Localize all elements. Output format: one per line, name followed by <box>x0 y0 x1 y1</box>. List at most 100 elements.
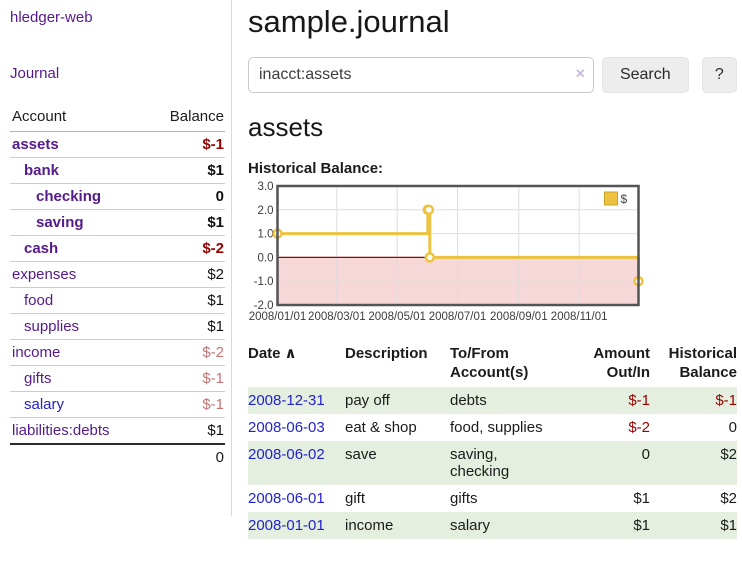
transaction-row: 2008-06-03 eat & shop food, supplies $-2 0 <box>248 414 737 441</box>
account-row: assets $-1 <box>10 132 225 158</box>
search-form: × Search ? <box>248 57 737 93</box>
account-row: salary $-1 <box>10 391 225 418</box>
account-link[interactable]: salary <box>24 396 65 413</box>
account-row: saving $1 <box>10 209 225 236</box>
transaction-amount: 0 <box>641 446 650 463</box>
account-link[interactable]: liabilities:debts <box>12 422 110 439</box>
search-input-wrap: × <box>248 57 594 93</box>
date-link[interactable]: 2008-06-02 <box>248 446 325 463</box>
date-link[interactable]: 2008-06-03 <box>248 419 325 436</box>
transaction-accounts: salary <box>450 517 491 534</box>
accounts-table: Account Balance assets $-1 bank $1 checking 0… <box>10 104 225 470</box>
transaction-description: eat & shop <box>345 419 417 436</box>
account-row: income $-2 <box>10 339 225 366</box>
plot-border <box>276 184 640 307</box>
account-link[interactable]: food <box>24 292 54 309</box>
account-balance: $1 <box>207 162 224 179</box>
account-link[interactable]: expenses <box>12 266 77 283</box>
transaction-row: 2008-06-02 save saving, checking 0 $2 <box>248 441 737 485</box>
account-balance: $-1 <box>202 396 224 413</box>
chart-title: Historical Balance: <box>248 160 384 177</box>
main-content: sample.journal × Search ? assets Histori… <box>233 0 742 539</box>
historical-balance-chart: 3.0 2.0 1.0 0.0 -1.0 -2.0 2008/01/01 2008/03/01… <box>248 181 648 326</box>
register-header-accounts: To/From Account(s) <box>450 345 529 381</box>
x-tick-label: 2008/07/01 <box>429 311 487 323</box>
account-link[interactable]: cash <box>24 240 59 257</box>
register-header-row: Date ∧ Description To/From Account(s) Amo… <box>248 344 737 387</box>
transaction-amount: $-1 <box>628 392 650 409</box>
x-tick-label: 2008/01/01 <box>249 311 307 323</box>
x-tick-label: 2008/11/01 <box>551 311 608 323</box>
transaction-description: income <box>345 517 394 534</box>
sidebar: hledger-web Journal Account Balance asse… <box>0 0 232 516</box>
transaction-balance: $1 <box>720 517 737 534</box>
transaction-balance: 0 <box>728 419 737 436</box>
account-balance: $1 <box>207 318 224 335</box>
account-balance: $-2 <box>202 240 224 257</box>
y-tick-label: 1.0 <box>258 229 274 241</box>
account-balance: $1 <box>207 422 224 439</box>
transaction-accounts: saving, checking <box>450 446 510 480</box>
transaction-accounts: debts <box>450 392 487 409</box>
search-input[interactable] <box>248 57 594 93</box>
x-tick-label: 2008/03/01 <box>308 311 366 323</box>
account-row: cash $-2 <box>10 235 225 262</box>
date-link[interactable]: 2008-06-01 <box>248 490 325 507</box>
y-tick-label: 0.0 <box>258 252 274 264</box>
register-header-amount: Amount Out/In <box>593 345 650 381</box>
account-row: food $1 <box>10 287 225 314</box>
account-row: checking 0 <box>10 183 225 210</box>
sidebar-item-journal[interactable]: Journal <box>10 65 60 82</box>
transaction-amount: $1 <box>633 490 650 507</box>
account-row: expenses $2 <box>10 261 225 288</box>
account-link[interactable]: saving <box>36 214 84 231</box>
transaction-amount: $-2 <box>628 419 650 436</box>
transaction-row: 2008-12-31 pay off debts $-1 $-1 <box>248 387 737 414</box>
account-balance: $1 <box>207 214 224 231</box>
account-balance: $-1 <box>202 136 224 153</box>
account-row: liabilities:debts $1 <box>10 417 225 445</box>
account-link[interactable]: income <box>12 344 61 361</box>
y-tick-label: 2.0 <box>258 205 274 217</box>
help-button[interactable]: ? <box>701 57 737 93</box>
transaction-row: 2008-06-01 gift gifts $1 $2 <box>248 485 737 512</box>
sort-asc-icon: ∧ <box>284 345 297 362</box>
transaction-amount: $1 <box>633 517 650 534</box>
legend-label: $ <box>621 192 628 206</box>
clear-search-icon[interactable]: × <box>575 65 585 83</box>
y-tick-label: 3.0 <box>258 181 274 193</box>
account-link[interactable]: bank <box>24 162 60 179</box>
y-tick-label: -2.0 <box>254 300 274 312</box>
transaction-balance: $-1 <box>715 392 737 409</box>
date-link[interactable]: 2008-01-01 <box>248 517 325 534</box>
accounts-total-row: 0 <box>10 444 225 470</box>
account-balance: $1 <box>207 292 224 309</box>
legend-swatch <box>604 191 618 206</box>
account-link[interactable]: supplies <box>24 318 80 335</box>
search-button[interactable]: Search <box>601 57 689 93</box>
register-header-description: Description <box>345 345 428 362</box>
account-balance: $-1 <box>202 370 224 387</box>
accounts-header-account: Account <box>10 104 147 132</box>
account-link[interactable]: checking <box>36 188 102 205</box>
account-row: bank $1 <box>10 157 225 184</box>
transaction-row: 2008-01-01 income salary $1 $1 <box>248 512 737 539</box>
account-row: gifts $-1 <box>10 365 225 392</box>
y-tick-label: -1.0 <box>254 276 274 288</box>
accounts-total-spacer <box>10 444 147 470</box>
date-link[interactable]: 2008-12-31 <box>248 392 325 409</box>
data-point-marker <box>423 204 435 216</box>
page-title: sample.journal <box>248 4 450 39</box>
transaction-balance: $2 <box>720 490 737 507</box>
account-heading: assets <box>248 112 324 142</box>
transaction-description: pay off <box>345 392 390 409</box>
x-tick-label: 2008/05/01 <box>368 311 426 323</box>
account-link[interactable]: gifts <box>24 370 52 387</box>
account-balance: $-2 <box>202 344 224 361</box>
account-link[interactable]: assets <box>12 136 59 153</box>
app-brand-link[interactable]: hledger-web <box>10 9 93 26</box>
account-row: supplies $1 <box>10 313 225 340</box>
transaction-description: gift <box>345 490 366 507</box>
register-header-date[interactable]: Date ∧ <box>248 345 297 362</box>
